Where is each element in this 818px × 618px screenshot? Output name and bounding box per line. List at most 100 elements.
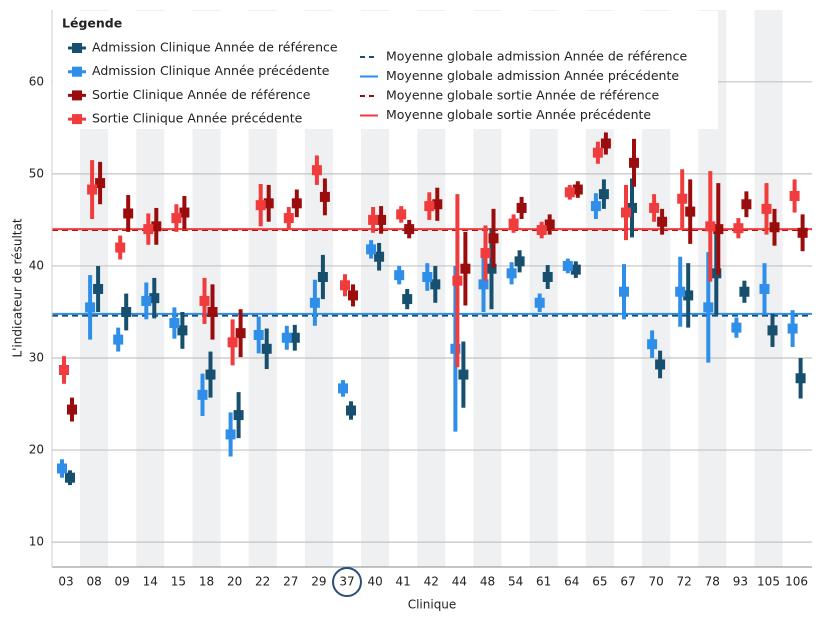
axes: 03 08 09 14 15 18 20 22 27 29 37 40 41 42 44 48 54 61 64 65…: [29, 10, 812, 589]
point: [478, 279, 489, 290]
x-tick-label: 70: [648, 575, 663, 589]
legend-label: Sortie Clinique Année précédente: [92, 111, 303, 126]
point: [424, 201, 435, 212]
point: [542, 271, 553, 282]
point: [169, 318, 180, 329]
x-tick-label: 18: [199, 575, 214, 589]
x-tick-label: 54: [508, 575, 523, 589]
point: [143, 224, 154, 235]
point: [787, 323, 798, 334]
x-tick-label: 65: [592, 575, 607, 589]
legend-box: [53, 11, 718, 129]
point: [309, 297, 320, 308]
x-tick-label: 64: [564, 575, 579, 589]
point: [432, 199, 443, 210]
point: [317, 271, 328, 282]
point: [739, 286, 750, 297]
point: [123, 208, 134, 219]
legend: Légende Admission Clinique Année de réfé…: [53, 11, 718, 129]
point: [121, 306, 132, 317]
x-tick-label: 106: [785, 575, 808, 589]
point: [516, 202, 527, 213]
point: [177, 325, 188, 336]
x-tick-label: 93: [733, 575, 748, 589]
point: [179, 207, 190, 218]
point: [59, 364, 69, 375]
point: [452, 275, 463, 286]
point: [255, 200, 266, 211]
point: [713, 224, 724, 235]
point: [703, 302, 714, 313]
legend-label: Moyenne globale admission Année de référ…: [386, 49, 687, 64]
point: [627, 202, 637, 213]
point: [348, 290, 358, 301]
point: [141, 295, 152, 306]
point: [657, 216, 668, 227]
x-tick-label: 105: [757, 575, 780, 589]
legend-label: Moyenne globale sortie Année précédente: [386, 107, 651, 122]
y-tick-label: 60: [29, 74, 44, 88]
point: [394, 270, 405, 281]
point: [57, 463, 67, 474]
point: [789, 190, 800, 201]
point: [281, 332, 292, 343]
x-tick-label: 78: [705, 575, 720, 589]
x-tick-label: 03: [58, 575, 73, 589]
point: [488, 233, 499, 244]
y-tick-label: 20: [29, 443, 44, 457]
point: [422, 271, 433, 282]
x-tick-label: 72: [677, 575, 692, 589]
point: [291, 198, 302, 209]
point: [741, 199, 752, 210]
point: [570, 264, 581, 275]
point: [600, 138, 611, 149]
legend-swatch: [72, 90, 82, 101]
y-tick-label: 10: [29, 535, 44, 549]
point: [592, 147, 603, 158]
point: [65, 472, 75, 483]
x-tick-label: 29: [311, 575, 326, 589]
point: [733, 223, 744, 234]
point: [797, 227, 808, 238]
point: [761, 203, 772, 214]
point: [402, 294, 413, 305]
x-tick-label: 48: [480, 575, 495, 589]
point: [263, 198, 274, 209]
point: [769, 222, 780, 233]
point: [767, 325, 778, 336]
x-tick-label: 61: [536, 575, 551, 589]
point: [430, 279, 441, 290]
point: [85, 302, 96, 313]
legend-title: Légende: [62, 16, 122, 31]
x-tick-label: 40: [367, 575, 382, 589]
point: [396, 209, 407, 220]
x-tick-label: 44: [452, 575, 467, 589]
point: [197, 389, 208, 400]
point: [171, 213, 182, 224]
legend-label: Admission Clinique Année précédente: [92, 63, 330, 78]
point: [598, 189, 609, 200]
x-tick-label: 27: [283, 575, 298, 589]
point: [572, 184, 583, 195]
point: [534, 297, 545, 308]
point: [480, 248, 491, 259]
point: [685, 206, 696, 217]
point: [207, 306, 218, 317]
point: [95, 178, 106, 189]
point: [460, 263, 471, 274]
legend-label: Sortie Clinique Année de référence: [92, 87, 311, 102]
x-tick-label: 67: [620, 575, 635, 589]
point: [647, 339, 658, 350]
point: [346, 405, 356, 416]
point: [731, 322, 742, 333]
point: [115, 242, 126, 253]
x-tick-label: 15: [171, 575, 186, 589]
legend-swatch: [72, 66, 82, 77]
point: [149, 293, 160, 304]
x-tick-label: 14: [143, 575, 158, 589]
y-tick-label: 40: [29, 258, 44, 272]
legend-label: Moyenne globale sortie Année de référenc…: [386, 88, 659, 103]
point: [759, 283, 770, 294]
point: [113, 334, 124, 345]
point: [562, 260, 573, 271]
